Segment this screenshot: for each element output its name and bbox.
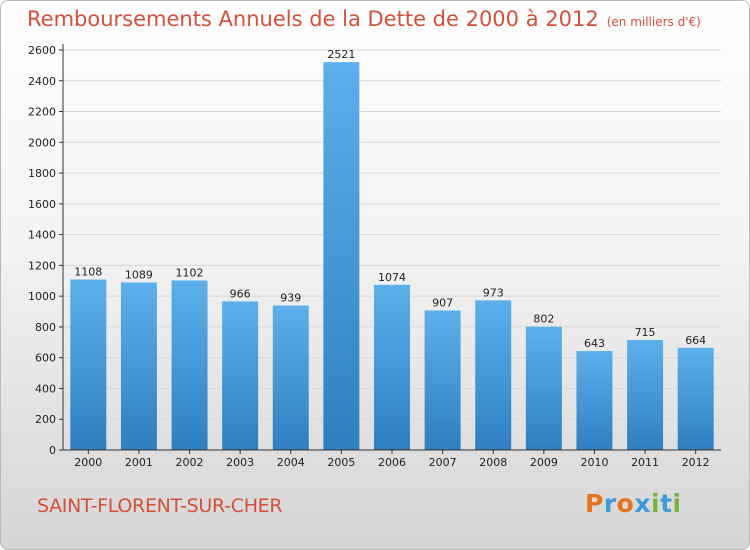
bar-value-label: 802 [533, 313, 554, 326]
logo-letter: o [616, 489, 635, 518]
proxiti-logo: Proxiti [585, 489, 682, 518]
commune-name: SAINT-FLORENT-SUR-CHER [37, 495, 283, 517]
x-tick-label: 2003 [226, 456, 254, 469]
bar-value-label: 2521 [327, 48, 355, 61]
bar [272, 305, 309, 450]
bar [627, 340, 664, 450]
y-tick-label: 2400 [28, 75, 56, 88]
x-tick-label: 2006 [378, 456, 406, 469]
bar-value-label: 643 [584, 337, 605, 350]
bar [120, 282, 157, 450]
logo-letter: i [672, 489, 682, 518]
x-tick-label: 2010 [580, 456, 608, 469]
title-unit: (en milliers d'€) [606, 15, 701, 29]
x-tick-label: 2005 [327, 456, 355, 469]
bar-value-label: 1102 [176, 266, 204, 279]
bar [323, 62, 360, 451]
bar-value-label: 939 [280, 292, 301, 305]
bar-value-label: 715 [635, 326, 656, 339]
x-tick-label: 2001 [125, 456, 153, 469]
axes [59, 44, 721, 454]
bar-value-label: 973 [483, 286, 504, 299]
x-tick-label: 2004 [277, 456, 305, 469]
y-tick-label: 1800 [28, 167, 56, 180]
logo-letter: P [585, 489, 604, 518]
x-tick-label: 2012 [682, 456, 710, 469]
bar-value-label: 1089 [125, 268, 153, 281]
y-tick-label: 1400 [28, 229, 56, 242]
bar [171, 280, 208, 450]
y-tick-label: 1600 [28, 198, 56, 211]
chart-title: Remboursements Annuels de la Dette de 20… [27, 7, 701, 31]
bar-value-label: 1108 [74, 266, 102, 279]
bar [424, 310, 461, 450]
bar [576, 351, 613, 450]
x-tick-label: 2002 [176, 456, 204, 469]
x-tick-label: 2000 [74, 456, 102, 469]
y-tick-label: 2200 [28, 106, 56, 119]
bar [525, 326, 562, 450]
y-tick-label: 200 [35, 413, 56, 426]
x-tick-label: 2009 [530, 456, 558, 469]
labels: 0 200 400 600 800 1000 1200 1400 1600 1800 2000 220… [28, 44, 710, 469]
logo-letter: i [651, 489, 661, 518]
bar-value-label: 966 [230, 287, 251, 300]
y-tick-label: 400 [35, 382, 56, 395]
logo-letter: r [603, 489, 617, 518]
bar [677, 347, 714, 450]
bar [475, 300, 512, 450]
y-tick-label: 2600 [28, 44, 56, 57]
y-tick-label: 600 [35, 352, 56, 365]
y-tick-label: 1000 [28, 290, 56, 303]
bar [374, 284, 410, 450]
x-tick-label: 2007 [429, 456, 457, 469]
y-tick-label: 1200 [28, 259, 56, 272]
y-tick-label: 0 [49, 444, 56, 457]
bar [70, 279, 107, 450]
bar-value-label: 907 [432, 296, 453, 309]
x-tick-label: 2008 [479, 456, 507, 469]
bars [70, 62, 714, 451]
bar [222, 301, 259, 450]
bar-value-label: 1074 [378, 271, 406, 284]
logo-letter: t [660, 489, 673, 518]
title-text: Remboursements Annuels de la Dette de 20… [27, 7, 599, 31]
x-tick-label: 2011 [631, 456, 659, 469]
y-tick-label: 800 [35, 321, 56, 334]
logo-letter: x [634, 489, 651, 518]
bar-value-label: 664 [685, 334, 706, 347]
y-tick-label: 2000 [28, 136, 56, 149]
